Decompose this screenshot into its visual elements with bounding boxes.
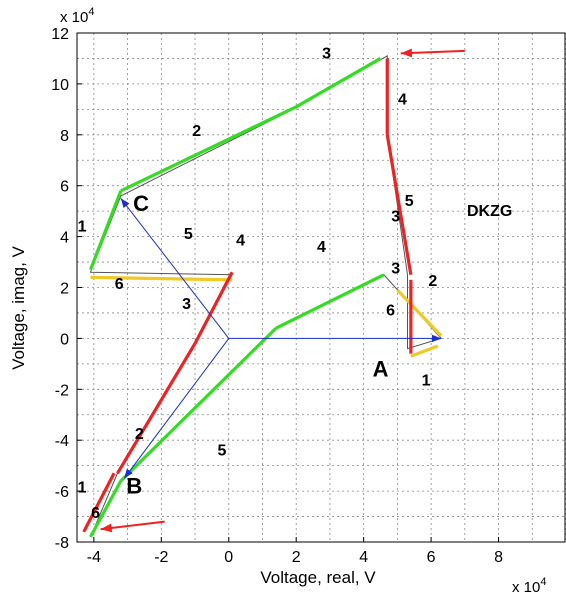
phasor-head-B (124, 468, 133, 479)
phasors (120, 198, 442, 479)
segment-red (193, 271, 234, 345)
plot-frame (76, 32, 566, 543)
segment-green (119, 327, 278, 483)
pointer-arrow-head (100, 523, 113, 533)
y-tick-label: -2 (55, 382, 69, 399)
annotation-arrows (100, 48, 465, 533)
y-tick-label: 8 (60, 128, 69, 145)
segment-label: 2 (428, 273, 437, 290)
segment-yellow (396, 288, 443, 337)
y-tick-label: -6 (55, 484, 69, 501)
x-tick-label: 2 (292, 549, 301, 566)
segment-label: 3 (391, 261, 400, 278)
phasor-head-A (431, 334, 442, 343)
grid (77, 32, 566, 543)
x-multiplier: x 104 (512, 576, 546, 596)
segment-label: 2 (192, 123, 201, 140)
segment-label: 6 (115, 276, 124, 293)
segment-green (295, 57, 382, 109)
segment-label: 4 (317, 239, 326, 256)
y-tick-label: -4 (55, 433, 69, 450)
y-tick-label: 10 (51, 77, 69, 94)
y-axis-label: Voltage, imag, V (9, 245, 28, 369)
phasor-B (123, 338, 230, 479)
phase-label-B: B (126, 474, 142, 499)
phasor-head-C (120, 198, 130, 209)
segment-label: 3 (391, 208, 400, 225)
segment-label: 3 (182, 296, 191, 313)
segment-green (275, 273, 385, 330)
segment-label: 2 (135, 426, 144, 443)
segment-label: 5 (405, 193, 414, 210)
y-tick-label: 4 (60, 230, 69, 247)
phase-label-A: A (373, 357, 389, 382)
segment-label: 4 (236, 233, 245, 250)
colored-segments (82, 57, 443, 538)
y-multiplier: x 104 (60, 6, 94, 26)
segment-yellow (90, 275, 233, 282)
segment-red (385, 134, 413, 276)
y-tick-label: 2 (60, 281, 69, 298)
phasor-C (120, 198, 230, 339)
segment-red (82, 472, 116, 533)
segment-yellow (410, 344, 439, 358)
x-tick-label: 0 (224, 549, 233, 566)
segment-red (116, 342, 197, 475)
segment-green (120, 105, 297, 193)
segment-label: 6 (91, 505, 100, 522)
x-axis-label: Voltage, real, V (260, 568, 376, 587)
x-tick-label: 4 (359, 549, 368, 566)
x-tick-label: 6 (427, 549, 436, 566)
x-tick-label: -2 (154, 549, 168, 566)
tick-marks (77, 32, 500, 543)
segment-label: 6 (386, 302, 395, 319)
dkzg-annotation: DKZG (467, 203, 512, 220)
segment-label: 4 (398, 91, 407, 108)
segment-label: 1 (78, 479, 87, 496)
y-tick-label: -8 (55, 535, 69, 552)
segment-green (89, 480, 123, 538)
segment-label: 3 (322, 45, 331, 62)
phase-label-C: C (133, 191, 149, 216)
segment-label: 1 (78, 219, 87, 236)
segment-label: 1 (422, 372, 431, 389)
pointer-arrow-head (400, 48, 413, 58)
y-tick-label: 0 (60, 331, 69, 348)
segment-label: 5 (218, 442, 227, 459)
y-tick-label: 6 (60, 179, 69, 196)
y-tick-label: 12 (51, 26, 69, 43)
x-tick-label: 8 (494, 549, 503, 566)
segment-green (88, 190, 123, 271)
x-tick-label: -4 (87, 549, 101, 566)
segment-label: 5 (184, 226, 193, 243)
